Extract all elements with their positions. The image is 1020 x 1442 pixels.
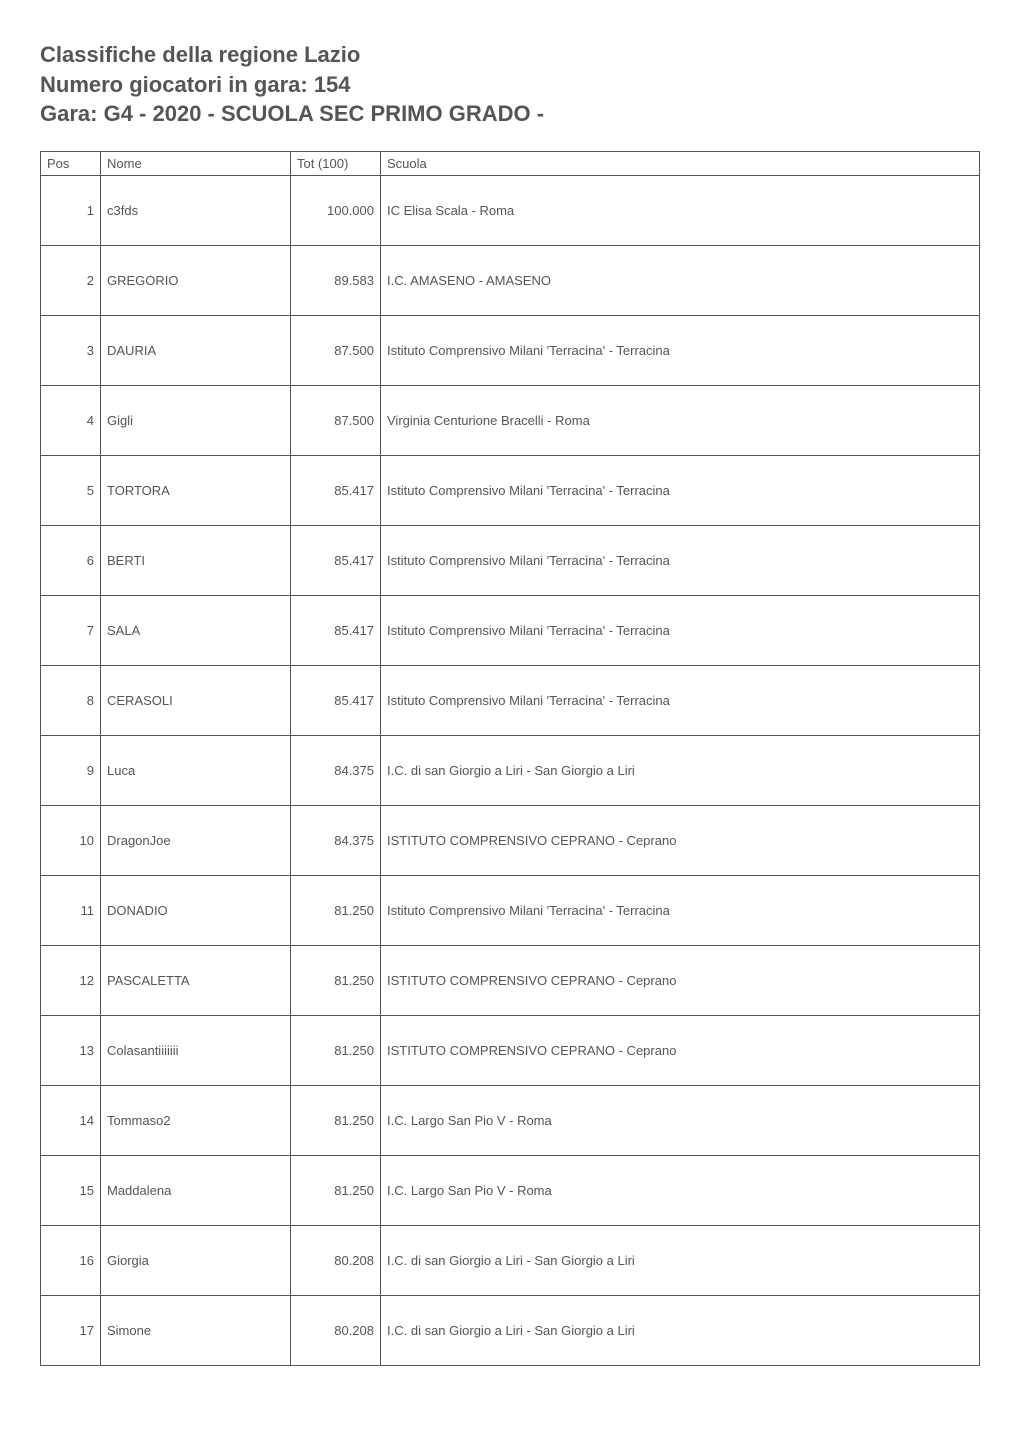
cell-pos: 14 xyxy=(41,1086,101,1156)
cell-scuola: I.C. di san Giorgio a Liri - San Giorgio… xyxy=(381,1296,980,1366)
col-header-pos: Pos xyxy=(41,152,101,176)
title-line-3: Gara: G4 - 2020 - SCUOLA SEC PRIMO GRADO… xyxy=(40,99,980,129)
table-row: 17 Simone 80.208 I.C. di san Giorgio a L… xyxy=(41,1296,980,1366)
table-row: 2 GREGORIO 89.583 I.C. AMASENO - AMASENO xyxy=(41,246,980,316)
cell-tot: 84.375 xyxy=(291,736,381,806)
cell-scuola: Istituto Comprensivo Milani 'Terracina' … xyxy=(381,666,980,736)
cell-tot: 85.417 xyxy=(291,596,381,666)
table-row: 1 c3fds 100.000 IC Elisa Scala - Roma xyxy=(41,176,980,246)
title-line-2: Numero giocatori in gara: 154 xyxy=(40,70,980,100)
col-header-tot: Tot (100) xyxy=(291,152,381,176)
cell-pos: 7 xyxy=(41,596,101,666)
cell-tot: 85.417 xyxy=(291,456,381,526)
table-row: 13 Colasantiiiiiii 81.250 ISTITUTO COMPR… xyxy=(41,1016,980,1086)
table-row: 15 Maddalena 81.250 I.C. Largo San Pio V… xyxy=(41,1156,980,1226)
cell-tot: 81.250 xyxy=(291,1016,381,1086)
cell-tot: 81.250 xyxy=(291,1086,381,1156)
cell-scuola: IC Elisa Scala - Roma xyxy=(381,176,980,246)
cell-nome: Colasantiiiiiii xyxy=(101,1016,291,1086)
cell-pos: 8 xyxy=(41,666,101,736)
cell-nome: GREGORIO xyxy=(101,246,291,316)
cell-tot: 80.208 xyxy=(291,1226,381,1296)
cell-tot: 89.583 xyxy=(291,246,381,316)
table-row: 8 CERASOLI 85.417 Istituto Comprensivo M… xyxy=(41,666,980,736)
cell-tot: 81.250 xyxy=(291,876,381,946)
cell-tot: 81.250 xyxy=(291,1156,381,1226)
table-row: 3 DAURIA 87.500 Istituto Comprensivo Mil… xyxy=(41,316,980,386)
cell-pos: 15 xyxy=(41,1156,101,1226)
cell-pos: 1 xyxy=(41,176,101,246)
cell-pos: 17 xyxy=(41,1296,101,1366)
cell-nome: CERASOLI xyxy=(101,666,291,736)
cell-nome: BERTI xyxy=(101,526,291,596)
cell-pos: 9 xyxy=(41,736,101,806)
cell-tot: 84.375 xyxy=(291,806,381,876)
cell-pos: 10 xyxy=(41,806,101,876)
cell-scuola: I.C. di san Giorgio a Liri - San Giorgio… xyxy=(381,736,980,806)
table-row: 11 DONADIO 81.250 Istituto Comprensivo M… xyxy=(41,876,980,946)
cell-tot: 87.500 xyxy=(291,316,381,386)
cell-nome: SALA xyxy=(101,596,291,666)
cell-pos: 16 xyxy=(41,1226,101,1296)
cell-tot: 100.000 xyxy=(291,176,381,246)
cell-pos: 6 xyxy=(41,526,101,596)
col-header-nome: Nome xyxy=(101,152,291,176)
cell-nome: c3fds xyxy=(101,176,291,246)
cell-pos: 2 xyxy=(41,246,101,316)
col-header-scuola: Scuola xyxy=(381,152,980,176)
cell-scuola: I.C. Largo San Pio V - Roma xyxy=(381,1156,980,1226)
cell-scuola: I.C. di san Giorgio a Liri - San Giorgio… xyxy=(381,1226,980,1296)
page-title-block: Classifiche della regione Lazio Numero g… xyxy=(40,40,980,129)
table-row: 16 Giorgia 80.208 I.C. di san Giorgio a … xyxy=(41,1226,980,1296)
cell-pos: 13 xyxy=(41,1016,101,1086)
cell-nome: Simone xyxy=(101,1296,291,1366)
table-row: 9 Luca 84.375 I.C. di san Giorgio a Liri… xyxy=(41,736,980,806)
cell-scuola: ISTITUTO COMPRENSIVO CEPRANO - Ceprano xyxy=(381,1016,980,1086)
cell-scuola: Istituto Comprensivo Milani 'Terracina' … xyxy=(381,316,980,386)
table-header-row: Pos Nome Tot (100) Scuola xyxy=(41,152,980,176)
table-row: 14 Tommaso2 81.250 I.C. Largo San Pio V … xyxy=(41,1086,980,1156)
rankings-table: Pos Nome Tot (100) Scuola 1 c3fds 100.00… xyxy=(40,151,980,1366)
cell-nome: DAURIA xyxy=(101,316,291,386)
table-body: 1 c3fds 100.000 IC Elisa Scala - Roma 2 … xyxy=(41,176,980,1366)
cell-scuola: Istituto Comprensivo Milani 'Terracina' … xyxy=(381,876,980,946)
cell-nome: DragonJoe xyxy=(101,806,291,876)
cell-scuola: ISTITUTO COMPRENSIVO CEPRANO - Ceprano xyxy=(381,946,980,1016)
table-row: 12 PASCALETTA 81.250 ISTITUTO COMPRENSIV… xyxy=(41,946,980,1016)
cell-pos: 11 xyxy=(41,876,101,946)
cell-scuola: Istituto Comprensivo Milani 'Terracina' … xyxy=(381,596,980,666)
title-line-1: Classifiche della regione Lazio xyxy=(40,40,980,70)
cell-nome: PASCALETTA xyxy=(101,946,291,1016)
cell-tot: 80.208 xyxy=(291,1296,381,1366)
cell-pos: 3 xyxy=(41,316,101,386)
cell-tot: 87.500 xyxy=(291,386,381,456)
cell-pos: 4 xyxy=(41,386,101,456)
cell-scuola: Virginia Centurione Bracelli - Roma xyxy=(381,386,980,456)
cell-scuola: Istituto Comprensivo Milani 'Terracina' … xyxy=(381,526,980,596)
cell-tot: 85.417 xyxy=(291,666,381,736)
cell-nome: Maddalena xyxy=(101,1156,291,1226)
table-row: 6 BERTI 85.417 Istituto Comprensivo Mila… xyxy=(41,526,980,596)
cell-pos: 12 xyxy=(41,946,101,1016)
cell-nome: Tommaso2 xyxy=(101,1086,291,1156)
cell-nome: DONADIO xyxy=(101,876,291,946)
cell-scuola: I.C. AMASENO - AMASENO xyxy=(381,246,980,316)
table-row: 4 Gigli 87.500 Virginia Centurione Brace… xyxy=(41,386,980,456)
cell-nome: Luca xyxy=(101,736,291,806)
table-row: 7 SALA 85.417 Istituto Comprensivo Milan… xyxy=(41,596,980,666)
cell-nome: TORTORA xyxy=(101,456,291,526)
cell-nome: Gigli xyxy=(101,386,291,456)
table-row: 5 TORTORA 85.417 Istituto Comprensivo Mi… xyxy=(41,456,980,526)
cell-tot: 85.417 xyxy=(291,526,381,596)
cell-nome: Giorgia xyxy=(101,1226,291,1296)
cell-scuola: Istituto Comprensivo Milani 'Terracina' … xyxy=(381,456,980,526)
cell-scuola: ISTITUTO COMPRENSIVO CEPRANO - Ceprano xyxy=(381,806,980,876)
table-row: 10 DragonJoe 84.375 ISTITUTO COMPRENSIVO… xyxy=(41,806,980,876)
cell-tot: 81.250 xyxy=(291,946,381,1016)
cell-pos: 5 xyxy=(41,456,101,526)
cell-scuola: I.C. Largo San Pio V - Roma xyxy=(381,1086,980,1156)
